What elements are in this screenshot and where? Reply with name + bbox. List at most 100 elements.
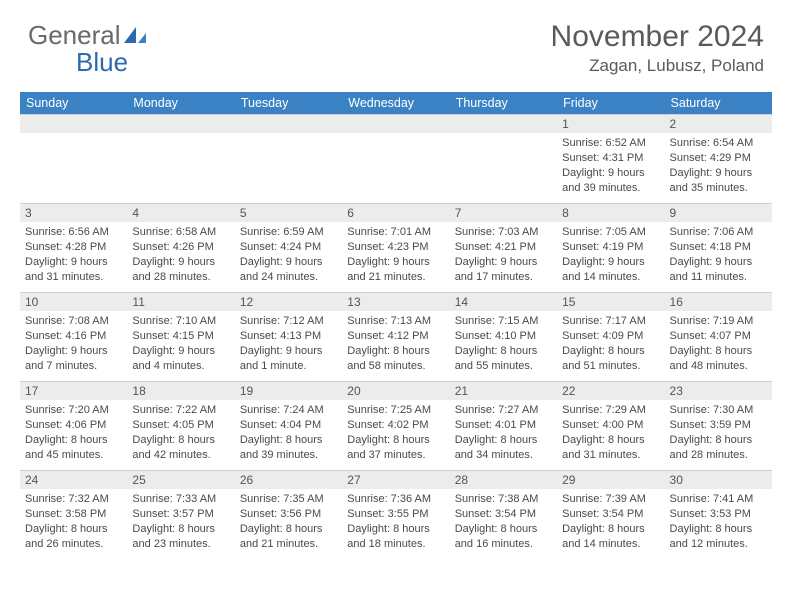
day-content: Sunrise: 7:06 AMSunset: 4:18 PMDaylight:… [665,222,772,288]
day-content: Sunrise: 7:25 AMSunset: 4:02 PMDaylight:… [342,400,449,466]
sunrise-text: Sunrise: 7:33 AM [132,492,229,507]
sunset-text: Sunset: 4:09 PM [562,329,659,344]
sunset-text: Sunset: 4:16 PM [25,329,122,344]
sunset-text: Sunset: 3:53 PM [670,507,767,522]
sunset-text: Sunset: 4:01 PM [455,418,552,433]
daylight-text-1: Daylight: 9 hours [347,255,444,270]
sunrise-text: Sunrise: 7:22 AM [132,403,229,418]
day-content: Sunrise: 7:19 AMSunset: 4:07 PMDaylight:… [665,311,772,377]
day-number: 29 [557,471,664,489]
sunrise-text: Sunrise: 7:30 AM [670,403,767,418]
day-number: 13 [342,293,449,311]
sunrise-text: Sunrise: 6:59 AM [240,225,337,240]
daylight-text-1: Daylight: 8 hours [562,344,659,359]
empty-day-number [127,115,234,133]
sunset-text: Sunset: 4:21 PM [455,240,552,255]
sunrise-text: Sunrise: 6:52 AM [562,136,659,151]
sunset-text: Sunset: 4:31 PM [562,151,659,166]
daylight-text-1: Daylight: 9 hours [132,255,229,270]
page-header: GeneralBlue November 2024 Zagan, Lubusz,… [0,0,792,86]
daylight-text-1: Daylight: 8 hours [25,522,122,537]
week-row: 1Sunrise: 6:52 AMSunset: 4:31 PMDaylight… [20,114,772,203]
sunrise-text: Sunrise: 7:41 AM [670,492,767,507]
day-cell: 29Sunrise: 7:39 AMSunset: 3:54 PMDayligh… [557,471,664,559]
daylight-text-1: Daylight: 8 hours [347,344,444,359]
sunrise-text: Sunrise: 7:24 AM [240,403,337,418]
day-number: 30 [665,471,772,489]
day-number: 2 [665,115,772,133]
day-content: Sunrise: 7:17 AMSunset: 4:09 PMDaylight:… [557,311,664,377]
daylight-text-2: and 1 minute. [240,359,337,374]
sunrise-text: Sunrise: 7:05 AM [562,225,659,240]
daylight-text-2: and 39 minutes. [562,181,659,196]
empty-cell [235,115,342,203]
daylight-text-2: and 23 minutes. [132,537,229,552]
day-cell: 5Sunrise: 6:59 AMSunset: 4:24 PMDaylight… [235,204,342,292]
day-number: 11 [127,293,234,311]
sunset-text: Sunset: 3:54 PM [455,507,552,522]
daylight-text-2: and 58 minutes. [347,359,444,374]
empty-day-number [342,115,449,133]
daylight-text-2: and 4 minutes. [132,359,229,374]
daylight-text-2: and 17 minutes. [455,270,552,285]
day-content: Sunrise: 7:15 AMSunset: 4:10 PMDaylight:… [450,311,557,377]
sunrise-text: Sunrise: 6:56 AM [25,225,122,240]
day-number: 14 [450,293,557,311]
sunset-text: Sunset: 4:15 PM [132,329,229,344]
daylight-text-1: Daylight: 8 hours [562,433,659,448]
day-cell: 12Sunrise: 7:12 AMSunset: 4:13 PMDayligh… [235,293,342,381]
calendar-table: SundayMondayTuesdayWednesdayThursdayFrid… [20,92,772,559]
daylight-text-2: and 28 minutes. [670,448,767,463]
sunset-text: Sunset: 4:10 PM [455,329,552,344]
sunrise-text: Sunrise: 7:08 AM [25,314,122,329]
daylight-text-2: and 31 minutes. [562,448,659,463]
day-content: Sunrise: 6:52 AMSunset: 4:31 PMDaylight:… [557,133,664,199]
sunset-text: Sunset: 4:19 PM [562,240,659,255]
sunset-text: Sunset: 3:57 PM [132,507,229,522]
day-content: Sunrise: 7:24 AMSunset: 4:04 PMDaylight:… [235,400,342,466]
empty-day-number [450,115,557,133]
sunrise-text: Sunrise: 7:19 AM [670,314,767,329]
day-cell: 28Sunrise: 7:38 AMSunset: 3:54 PMDayligh… [450,471,557,559]
sunrise-text: Sunrise: 7:25 AM [347,403,444,418]
sunrise-text: Sunrise: 7:39 AM [562,492,659,507]
week-row: 10Sunrise: 7:08 AMSunset: 4:16 PMDayligh… [20,292,772,381]
daylight-text-1: Daylight: 9 hours [562,166,659,181]
sunrise-text: Sunrise: 7:06 AM [670,225,767,240]
day-content: Sunrise: 6:59 AMSunset: 4:24 PMDaylight:… [235,222,342,288]
day-cell: 8Sunrise: 7:05 AMSunset: 4:19 PMDaylight… [557,204,664,292]
sunrise-text: Sunrise: 7:10 AM [132,314,229,329]
sunrise-text: Sunrise: 6:58 AM [132,225,229,240]
sunset-text: Sunset: 4:29 PM [670,151,767,166]
day-number: 20 [342,382,449,400]
sunset-text: Sunset: 3:56 PM [240,507,337,522]
day-content: Sunrise: 7:20 AMSunset: 4:06 PMDaylight:… [20,400,127,466]
daylight-text-2: and 55 minutes. [455,359,552,374]
daylight-text-2: and 24 minutes. [240,270,337,285]
day-number: 23 [665,382,772,400]
weekday-tuesday: Tuesday [235,92,342,114]
day-content: Sunrise: 7:39 AMSunset: 3:54 PMDaylight:… [557,489,664,555]
daylight-text-2: and 14 minutes. [562,270,659,285]
daylight-text-1: Daylight: 9 hours [25,344,122,359]
day-number: 15 [557,293,664,311]
daylight-text-2: and 14 minutes. [562,537,659,552]
week-row: 3Sunrise: 6:56 AMSunset: 4:28 PMDaylight… [20,203,772,292]
title-block: November 2024 Zagan, Lubusz, Poland [551,20,764,76]
day-number: 6 [342,204,449,222]
daylight-text-1: Daylight: 9 hours [562,255,659,270]
weekday-sunday: Sunday [20,92,127,114]
sunset-text: Sunset: 3:55 PM [347,507,444,522]
daylight-text-1: Daylight: 8 hours [240,433,337,448]
day-cell: 25Sunrise: 7:33 AMSunset: 3:57 PMDayligh… [127,471,234,559]
day-content: Sunrise: 7:08 AMSunset: 4:16 PMDaylight:… [20,311,127,377]
day-cell: 13Sunrise: 7:13 AMSunset: 4:12 PMDayligh… [342,293,449,381]
sunrise-text: Sunrise: 7:29 AM [562,403,659,418]
day-content: Sunrise: 7:35 AMSunset: 3:56 PMDaylight:… [235,489,342,555]
day-cell: 2Sunrise: 6:54 AMSunset: 4:29 PMDaylight… [665,115,772,203]
empty-cell [450,115,557,203]
sunrise-text: Sunrise: 7:13 AM [347,314,444,329]
empty-cell [342,115,449,203]
daylight-text-2: and 21 minutes. [240,537,337,552]
daylight-text-2: and 37 minutes. [347,448,444,463]
